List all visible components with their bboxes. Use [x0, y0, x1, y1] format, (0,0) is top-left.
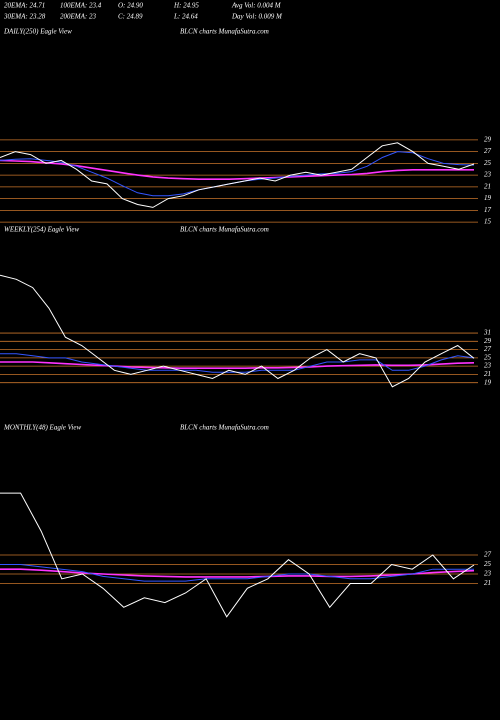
y-tick-label: 29 — [484, 337, 492, 345]
y-tick-label: 23 — [484, 570, 492, 578]
panel-subtitle: BLCN charts MunafaSutra.com — [180, 226, 269, 234]
stat-label: C: 24.89 — [118, 13, 143, 21]
panel-subtitle: BLCN charts MunafaSutra.com — [180, 28, 269, 36]
y-tick-label: 31 — [483, 329, 491, 337]
stat-label: 30EMA: 23.28 — [3, 13, 46, 21]
panel-subtitle: BLCN charts MunafaSutra.com — [180, 424, 269, 432]
y-tick-label: 17 — [484, 206, 492, 214]
y-tick-label: 19 — [484, 194, 492, 202]
series-line — [0, 274, 475, 388]
y-tick-label: 27 — [484, 345, 492, 353]
series-line — [0, 353, 475, 373]
y-tick-label: 21 — [484, 370, 491, 378]
stat-label: Day Vol: 0.009 M — [231, 13, 283, 21]
series-line — [0, 361, 475, 369]
stat-label: 100EMA: 23.4 — [60, 2, 102, 10]
stat-label: 200EMA: 23 — [60, 13, 96, 21]
panel-title: WEEKLY(254) Eagle View — [4, 226, 79, 234]
panel-title: MONTHLY(48) Eagle View — [3, 424, 81, 432]
y-tick-label: 23 — [484, 171, 492, 179]
y-tick-label: 21 — [484, 182, 491, 190]
stat-label: L: 24.64 — [173, 13, 198, 21]
series-line — [0, 492, 475, 618]
stat-label: H: 24.95 — [173, 2, 199, 10]
panel-title: DAILY(250) Eagle View — [3, 28, 72, 36]
y-tick-label: 25 — [484, 560, 492, 568]
y-tick-label: 25 — [484, 159, 492, 167]
y-tick-label: 27 — [484, 551, 492, 559]
stat-label: 20EMA: 24.71 — [4, 2, 45, 10]
series-line — [0, 564, 474, 582]
y-tick-label: 25 — [484, 353, 492, 361]
series-line — [0, 568, 475, 578]
series-line — [0, 159, 474, 180]
y-tick-label: 15 — [484, 218, 492, 226]
y-tick-label: 27 — [484, 147, 492, 155]
y-tick-label: 23 — [484, 362, 492, 370]
y-tick-label: 29 — [484, 135, 492, 143]
y-tick-label: 21 — [484, 579, 491, 587]
series-line — [0, 142, 475, 208]
y-tick-label: 19 — [484, 378, 492, 386]
stat-label: O: 24.90 — [118, 2, 143, 10]
stat-label: Avg Vol: 0.004 M — [231, 2, 282, 10]
series-line — [0, 151, 475, 197]
